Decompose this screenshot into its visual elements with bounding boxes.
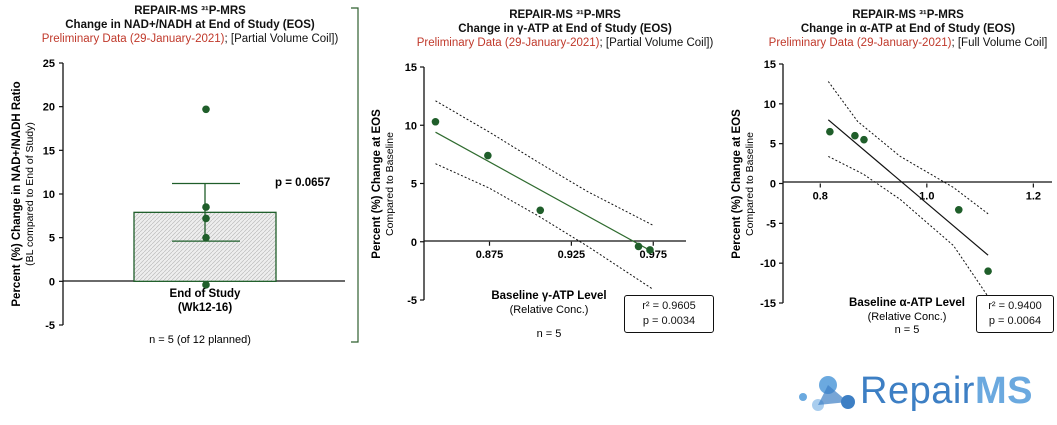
chart3-y-label-2: Compared to Baseline <box>744 132 756 236</box>
chart2-y-tick-label: 0 <box>411 237 417 249</box>
chart2-ci-upper <box>435 100 654 226</box>
chart1-coil: ; [Partial Volume Coil]) <box>224 33 339 45</box>
chart2-y-tick-label: 10 <box>405 120 417 132</box>
chart3-y-tick-label: 15 <box>764 59 776 71</box>
chart1-title-block: REPAIR-MS ³¹P-MRS Change in NAD+/NADH at… <box>20 4 360 46</box>
chart3-y-tick-label: 0 <box>770 179 776 191</box>
chart1-point <box>202 105 210 114</box>
chart3-point <box>954 205 963 214</box>
chart2-subtitle: Change in γ-ATP at End of Study (EOS) <box>458 23 672 35</box>
chart3-p-value: p = 0.0064 <box>988 315 1042 327</box>
chart3-x-label-2: (Relative Conc.) <box>868 311 947 323</box>
chart3-ci-upper <box>827 81 989 215</box>
chart3-x-tick-label: 1.2 <box>1026 191 1041 203</box>
chart3-x-tick-label: 1.0 <box>919 191 934 203</box>
chart1-y-tick-label: 10 <box>43 189 55 201</box>
chart3-y-tick-label: 10 <box>764 99 776 111</box>
chart2-x-label-2: (Relative Conc.) <box>510 304 589 316</box>
chart1: -5 0 5 10 15 20 25 End of Study (Wk12-16) p = … <box>11 58 345 346</box>
chart2-fit-line <box>435 131 654 253</box>
chart2-y-tick-label: 15 <box>405 62 417 74</box>
chart2-point <box>634 242 643 251</box>
chart3: -15 -10 -5 0 5 10 15 0.8 1.0 1.2 Percent (%) Cha… <box>731 59 1052 336</box>
chart1-p-value: p = 0.0657 <box>275 177 330 189</box>
chart2-title-block: REPAIR-MS ³¹P-MRS Change in γ-ATP at End… <box>395 8 735 50</box>
panel-divider-bracket <box>351 7 359 343</box>
chart1-y-tick-label: 20 <box>43 102 55 114</box>
chart3-subtitle: Change in α-ATP at End of Study (EOS) <box>800 23 1016 35</box>
chart2-y-tick-label: -5 <box>407 295 417 307</box>
chart1-point <box>202 233 210 242</box>
chart1-y-tick-label: 5 <box>49 233 55 245</box>
chart3-date: Preliminary Data (29-January-2021) <box>768 37 952 49</box>
chart1-y-tick-label: 25 <box>43 58 55 70</box>
chart2-y-label-2: Compared to Baseline <box>384 132 396 236</box>
chart2-ci-lower <box>435 163 654 290</box>
chart1-y-tick-label: 15 <box>43 145 55 157</box>
chart2-y-label: Percent (%) Change at EOS <box>371 109 383 259</box>
chart2-point <box>484 151 492 160</box>
chart3-r2: r² = 0.9400 <box>988 300 1042 312</box>
chart1-y-label-2: (BL compared to End of Study) <box>24 122 36 266</box>
chart2-date: Preliminary Data (29-January-2021) <box>416 37 600 49</box>
chart2-x-label: Baseline γ-ATP Level <box>491 290 606 302</box>
chart3-y-tick-label: -15 <box>760 298 776 310</box>
chart1-date: Preliminary Data (29-January-2021) <box>41 33 225 45</box>
chart3-coil: ; [Full Volume Coil] <box>951 37 1048 49</box>
chart1-footnote: n = 5 (of 12 planned) <box>149 334 251 346</box>
chart3-point <box>851 131 859 140</box>
chart3-fit-line <box>827 119 989 256</box>
chart2-r2: r² = 0.9605 <box>642 300 696 312</box>
chart1-category-sublabel: (Wk12-16) <box>178 302 232 314</box>
chart1-title: REPAIR-MS ³¹P-MRS <box>134 5 246 17</box>
chart2-y-tick-label: 5 <box>411 179 417 191</box>
chart1-y-label: Percent (%) Change in NAD+/NADH Ratio <box>11 81 23 306</box>
chart2-x-tick-label: 0.975 <box>639 249 667 261</box>
chart3-stats-box: r² = 0.9400 p = 0.0064 <box>976 295 1054 333</box>
chart3-y-tick-label: -10 <box>760 258 776 270</box>
repairms-logo: RepairMS <box>860 370 1033 413</box>
chart3-y-label: Percent (%) Change at EOS <box>731 109 743 259</box>
chart2-point <box>431 117 440 126</box>
chart3-x-label: Baseline α-ATP Level <box>849 297 965 309</box>
chart1-y-tick-label: -5 <box>45 320 55 332</box>
chart2-title: REPAIR-MS ³¹P-MRS <box>509 9 621 21</box>
chart2-x-tick-label: 0.875 <box>476 249 504 261</box>
chart3-y-tick-label: -5 <box>766 218 776 230</box>
chart3-title: REPAIR-MS ³¹P-MRS <box>852 9 964 21</box>
chart2-point <box>536 206 545 215</box>
chart3-point <box>984 267 992 275</box>
chart1-y-tick-label: 0 <box>49 276 55 288</box>
chart3-y-tick-label: 5 <box>770 139 776 151</box>
chart3-title-block: REPAIR-MS ³¹P-MRS Change in α-ATP at End… <box>758 8 1057 50</box>
chart3-point <box>826 127 834 136</box>
chart2-n: n = 5 <box>537 328 562 340</box>
chart3-n: n = 5 <box>895 324 920 336</box>
chart1-point <box>202 203 210 211</box>
chart3-point <box>860 135 868 144</box>
logo-text-b: MS <box>974 370 1033 412</box>
logo-text-a: Repair <box>860 370 975 412</box>
repairms-logo-icon <box>799 376 855 411</box>
chart3-x-tick-label: 0.8 <box>813 191 828 203</box>
chart2-x-tick-label: 0.925 <box>558 249 586 261</box>
chart2-stats-box: r² = 0.9605 p = 0.0034 <box>624 295 714 333</box>
chart1-point <box>202 281 210 289</box>
chart1-point <box>202 214 210 223</box>
chart1-category-label: End of Study <box>170 288 242 300</box>
chart2-p-value: p = 0.0034 <box>642 315 696 327</box>
chart1-subtitle: Change in NAD+/NADH at End of Study (EOS… <box>65 19 315 31</box>
chart2-point <box>646 246 654 254</box>
chart2-coil: ; [Partial Volume Coil]) <box>599 37 714 49</box>
chart3-ci-lower <box>828 155 989 297</box>
chart2: -5 0 5 10 15 0.875 0.925 0.975 Percent (%) Cha… <box>371 62 686 340</box>
